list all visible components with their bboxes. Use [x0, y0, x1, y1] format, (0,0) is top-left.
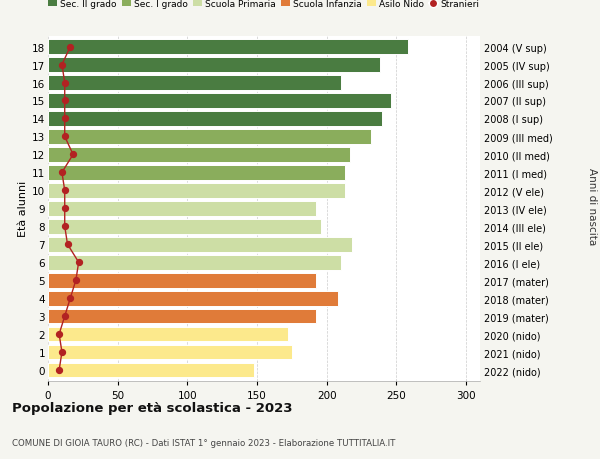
Bar [48, 273, 316, 288]
Point [63, 241, 73, 248]
Bar [48, 58, 380, 73]
Point [60, 116, 70, 123]
Point [57, 349, 67, 356]
Point [60, 80, 70, 87]
Bar [48, 237, 352, 252]
Bar [48, 255, 341, 270]
Point [55, 330, 64, 338]
Bar [48, 76, 341, 91]
Bar [48, 166, 345, 180]
Bar [48, 184, 345, 198]
Point [60, 98, 70, 105]
Point [68, 151, 78, 159]
Point [60, 187, 70, 195]
Point [65, 295, 75, 302]
Text: Popolazione per età scolastica - 2023: Popolazione per età scolastica - 2023 [12, 401, 293, 414]
Text: Anni di nascita: Anni di nascita [587, 168, 597, 245]
Point [60, 313, 70, 320]
Point [60, 223, 70, 230]
Bar [48, 345, 292, 360]
Legend: Sec. II grado, Sec. I grado, Scuola Primaria, Scuola Infanzia, Asilo Nido, Stran: Sec. II grado, Sec. I grado, Scuola Prim… [45, 0, 483, 13]
Point [55, 367, 64, 374]
Bar [48, 148, 350, 162]
Point [71, 277, 80, 284]
Point [60, 205, 70, 213]
Point [74, 259, 83, 266]
Point [65, 44, 75, 51]
Bar [48, 130, 371, 145]
Point [57, 169, 67, 177]
Point [57, 62, 67, 69]
Bar [48, 202, 316, 216]
Bar [48, 363, 254, 378]
Bar [48, 291, 338, 306]
Bar [48, 219, 321, 234]
Bar [48, 40, 407, 55]
Point [60, 134, 70, 141]
Bar [48, 327, 287, 341]
Text: COMUNE DI GIOIA TAURO (RC) - Dati ISTAT 1° gennaio 2023 - Elaborazione TUTTITALI: COMUNE DI GIOIA TAURO (RC) - Dati ISTAT … [12, 438, 395, 447]
Bar [48, 94, 391, 109]
Bar [48, 309, 316, 324]
Bar [48, 112, 382, 127]
Y-axis label: Età alunni: Età alunni [18, 181, 28, 237]
